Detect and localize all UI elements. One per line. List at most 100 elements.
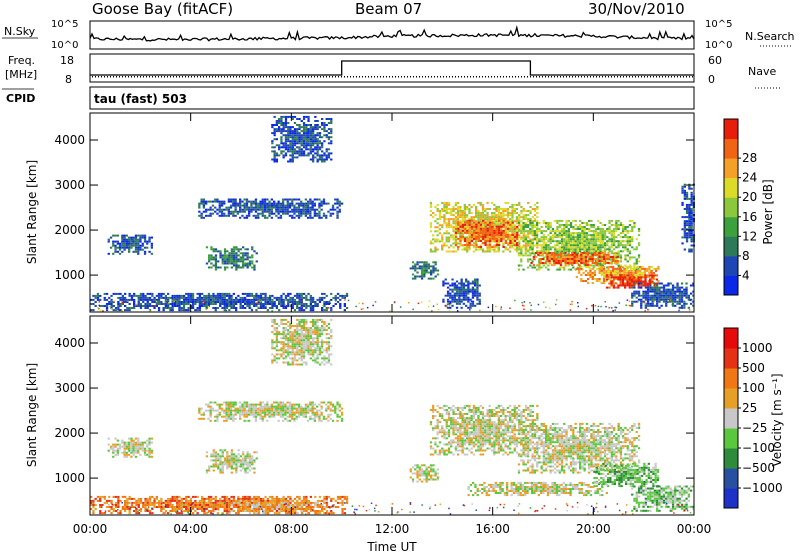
heatmap-cell	[456, 214, 460, 217]
nave-dot	[428, 76, 429, 78]
heatmap-cell	[275, 298, 278, 301]
heatmap-cell	[628, 240, 632, 243]
heatmap-cell	[291, 136, 294, 139]
heatmap-cell	[623, 274, 626, 276]
heatmap-cell	[257, 202, 260, 205]
heatmap-cell	[117, 292, 120, 295]
heatmap-cell	[558, 252, 561, 255]
heatmap-cell	[524, 238, 527, 241]
heatmap-cell	[563, 224, 566, 226]
heatmap-cell	[522, 208, 525, 210]
heatmap-cell	[235, 301, 238, 303]
heatmap-cell	[683, 302, 686, 305]
heatmap-cell	[472, 305, 474, 307]
heatmap-cell	[567, 268, 570, 271]
heatmap-cell	[690, 292, 693, 295]
heatmap-cell	[252, 208, 255, 211]
heatmap-cell	[511, 240, 514, 243]
heatmap-cell	[302, 146, 306, 149]
heatmap-cell	[612, 267, 615, 270]
heatmap-cell	[288, 198, 292, 201]
heatmap-cell	[536, 268, 539, 271]
heatmap-cell	[239, 248, 242, 251]
heatmap-cell	[546, 258, 549, 260]
heatmap-cell	[610, 234, 613, 237]
heatmap-cell	[169, 303, 172, 305]
heatmap-cell	[117, 501, 120, 504]
heatmap-cell	[517, 242, 521, 245]
heatmap-cell	[293, 134, 297, 137]
heatmap-cell	[411, 277, 415, 280]
heatmap-cell	[531, 246, 534, 249]
heatmap-cell	[125, 246, 128, 249]
heatmap-cell	[374, 301, 377, 303]
heatmap-cell	[223, 248, 227, 251]
heatmap-cell	[690, 232, 693, 235]
nave-dot	[410, 76, 411, 78]
heatmap-cell	[486, 229, 489, 232]
heatmap-cell	[320, 200, 323, 203]
heatmap-cell	[472, 218, 476, 221]
heatmap-cell	[420, 267, 424, 270]
heatmap-cell	[465, 284, 468, 287]
heatmap-cell	[266, 210, 269, 213]
heatmap-cell	[617, 228, 620, 230]
heatmap-cell	[502, 229, 505, 232]
heatmap-cell	[601, 244, 604, 247]
heatmap-cell	[287, 148, 290, 151]
heatmap-cell	[518, 248, 521, 251]
heatmap-cell	[477, 224, 480, 227]
heatmap-cell	[643, 271, 646, 274]
heatmap-cell	[441, 208, 444, 210]
heatmap-cell	[577, 305, 579, 308]
heatmap-cell	[393, 301, 396, 303]
heatmap-cell	[475, 212, 478, 214]
heatmap-cell	[121, 302, 123, 304]
heatmap-cell	[502, 208, 505, 210]
heatmap-cell	[680, 282, 684, 285]
heatmap-cell	[660, 294, 663, 297]
heatmap-cell	[690, 244, 693, 247]
nave-dot	[398, 76, 399, 78]
heatmap-cell	[635, 238, 638, 241]
heatmap-cell	[248, 264, 252, 267]
heatmap-cell	[436, 269, 440, 272]
heatmap-cell	[470, 206, 473, 208]
heatmap-cell	[280, 128, 283, 131]
heatmap-cell	[463, 206, 466, 208]
heatmap-cell	[316, 214, 319, 217]
heatmap-cell	[651, 288, 654, 291]
heatmap-cell	[187, 309, 190, 312]
heatmap-cell	[254, 210, 258, 213]
heatmap-cell	[608, 238, 611, 241]
heatmap-cell	[690, 214, 693, 217]
heatmap-cell	[533, 208, 537, 210]
heatmap-cell	[139, 238, 142, 241]
heatmap-cell	[475, 206, 478, 208]
heatmap-cell	[182, 303, 186, 305]
heatmap-cell	[558, 250, 561, 253]
heatmap-cell	[509, 242, 512, 244]
heatmap-cell	[221, 303, 224, 305]
heatmap-cell	[600, 258, 603, 260]
heatmap-cell	[220, 204, 224, 207]
heatmap-cell	[275, 130, 278, 133]
heatmap-cell	[524, 222, 527, 224]
heatmap-cell	[529, 248, 532, 251]
heatmap-cell	[414, 265, 417, 268]
heatmap-cell	[110, 294, 113, 297]
heatmap-cell	[683, 208, 686, 210]
heatmap-cell	[507, 221, 510, 224]
heatmap-cell	[644, 278, 647, 281]
heatmap-cell	[542, 219, 545, 222]
heatmap-cell	[500, 214, 503, 217]
heatmap-cell	[205, 214, 208, 217]
heatmap-cell	[429, 201, 433, 204]
heatmap-cell	[232, 202, 235, 205]
heatmap-cell	[685, 208, 689, 210]
heatmap-cell	[617, 254, 620, 257]
heatmap-cell	[554, 246, 557, 249]
heatmap-cell	[263, 208, 267, 211]
heatmap-cell	[462, 292, 465, 295]
heatmap-cell	[648, 276, 651, 278]
